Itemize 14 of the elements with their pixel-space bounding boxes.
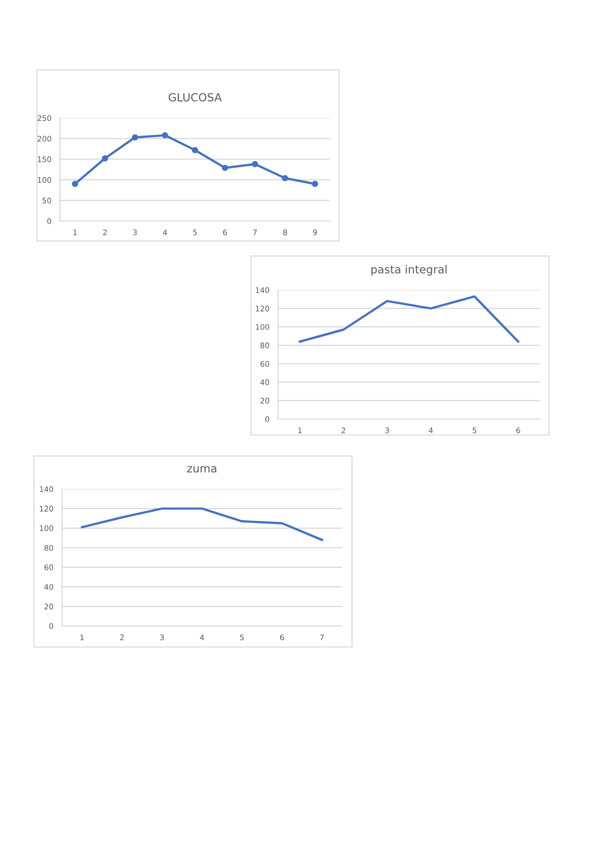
point [102, 155, 108, 162]
chart-title: zuma [187, 466, 216, 472]
chart-title: GLUCOSA [168, 93, 222, 102]
point [252, 161, 258, 168]
point [282, 175, 288, 182]
point [192, 147, 198, 154]
point [162, 132, 168, 138]
point [72, 180, 78, 188]
line-series [298, 295, 520, 343]
point [132, 134, 138, 140]
point [222, 164, 228, 171]
line-series [80, 507, 324, 541]
chart-title: pasta integral [371, 264, 447, 276]
point [312, 180, 318, 188]
